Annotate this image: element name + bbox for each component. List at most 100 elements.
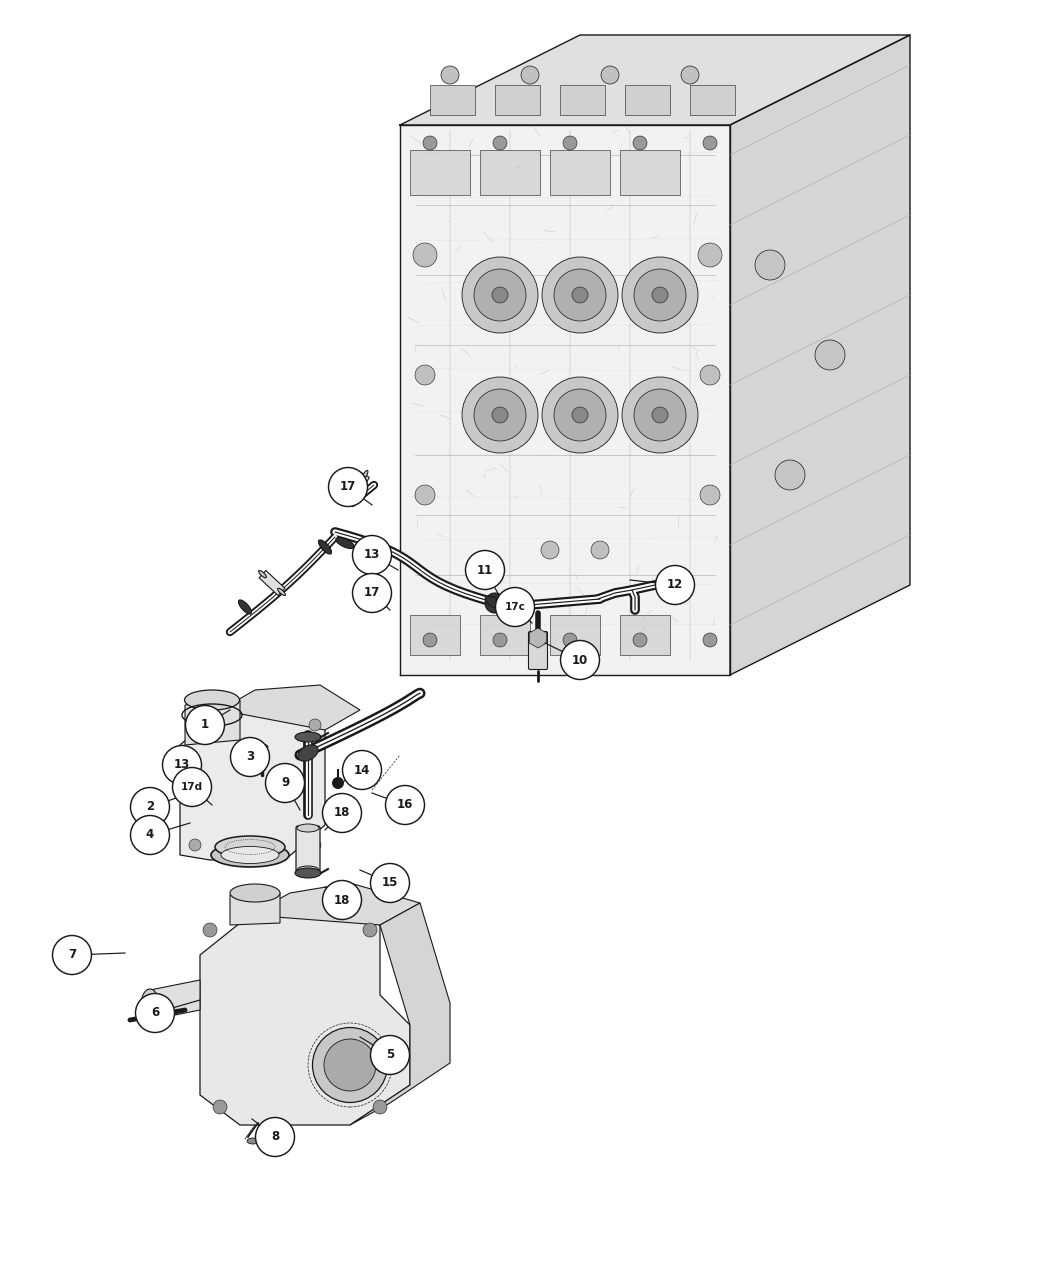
Ellipse shape: [220, 847, 279, 863]
Text: 17: 17: [340, 481, 356, 493]
Text: 2: 2: [146, 801, 154, 813]
Polygon shape: [220, 685, 360, 731]
Polygon shape: [350, 903, 450, 1125]
Bar: [480, 150, 540, 195]
Circle shape: [554, 269, 606, 321]
Circle shape: [474, 269, 526, 321]
Circle shape: [698, 244, 722, 266]
Circle shape: [494, 136, 507, 150]
Bar: [560, 85, 605, 115]
Bar: [690, 85, 735, 115]
Polygon shape: [200, 905, 410, 1125]
Circle shape: [322, 881, 361, 919]
Ellipse shape: [185, 690, 239, 710]
Text: 15: 15: [382, 876, 398, 890]
Circle shape: [485, 593, 505, 613]
Text: 1: 1: [201, 719, 209, 732]
Bar: [495, 85, 540, 115]
Circle shape: [494, 632, 507, 646]
Circle shape: [172, 768, 211, 807]
Ellipse shape: [298, 745, 318, 761]
Text: 16: 16: [397, 798, 414, 811]
Circle shape: [496, 588, 534, 626]
Text: 13: 13: [364, 548, 380, 561]
Circle shape: [371, 863, 410, 903]
Circle shape: [652, 287, 668, 303]
Circle shape: [353, 574, 392, 612]
Circle shape: [634, 269, 686, 321]
Bar: [625, 85, 670, 115]
Bar: [550, 615, 600, 655]
Polygon shape: [730, 34, 910, 674]
Circle shape: [266, 764, 304, 802]
Text: 14: 14: [354, 764, 371, 776]
Circle shape: [492, 287, 508, 303]
Ellipse shape: [485, 597, 505, 609]
Circle shape: [634, 389, 686, 441]
Ellipse shape: [362, 470, 368, 479]
Circle shape: [775, 460, 805, 490]
Circle shape: [700, 484, 720, 505]
Circle shape: [373, 1100, 387, 1114]
Circle shape: [563, 136, 578, 150]
Text: 13: 13: [174, 759, 190, 771]
Circle shape: [130, 816, 169, 854]
Circle shape: [591, 541, 609, 558]
Circle shape: [492, 407, 508, 423]
Ellipse shape: [349, 495, 354, 504]
FancyBboxPatch shape: [296, 826, 320, 872]
Text: 3: 3: [246, 751, 254, 764]
Text: 12: 12: [667, 579, 684, 592]
Circle shape: [622, 377, 698, 453]
Circle shape: [203, 923, 217, 937]
Text: 4: 4: [146, 829, 154, 842]
Circle shape: [542, 377, 618, 453]
Circle shape: [415, 484, 435, 505]
Circle shape: [52, 936, 91, 974]
Circle shape: [633, 136, 647, 150]
Circle shape: [189, 839, 201, 850]
Circle shape: [163, 746, 202, 784]
Bar: [410, 615, 460, 655]
Polygon shape: [185, 700, 240, 745]
Circle shape: [371, 1035, 410, 1075]
Circle shape: [329, 468, 367, 506]
Circle shape: [462, 377, 538, 453]
Polygon shape: [180, 705, 326, 861]
Polygon shape: [250, 884, 420, 924]
Circle shape: [572, 287, 588, 303]
FancyBboxPatch shape: [528, 631, 547, 669]
Ellipse shape: [318, 539, 332, 555]
Circle shape: [633, 632, 647, 646]
Bar: [430, 85, 475, 115]
Circle shape: [332, 776, 344, 789]
Circle shape: [342, 751, 381, 789]
Circle shape: [755, 250, 785, 280]
Circle shape: [462, 258, 538, 333]
Bar: [480, 615, 530, 655]
Bar: [410, 150, 470, 195]
Ellipse shape: [277, 588, 286, 595]
Ellipse shape: [230, 884, 280, 901]
Circle shape: [309, 719, 321, 731]
Circle shape: [423, 136, 437, 150]
Text: 8: 8: [271, 1131, 279, 1144]
Polygon shape: [346, 472, 370, 501]
Circle shape: [213, 1100, 227, 1114]
Circle shape: [255, 1117, 294, 1156]
Bar: [550, 150, 610, 195]
Circle shape: [441, 66, 459, 84]
Circle shape: [130, 788, 169, 826]
Text: 18: 18: [334, 894, 351, 907]
Circle shape: [474, 389, 526, 441]
Circle shape: [601, 66, 619, 84]
Text: 10: 10: [572, 654, 588, 667]
Circle shape: [465, 551, 504, 589]
Polygon shape: [400, 34, 910, 125]
Ellipse shape: [295, 732, 321, 742]
Circle shape: [681, 66, 699, 84]
Circle shape: [541, 541, 559, 558]
Bar: [620, 150, 680, 195]
Text: 9: 9: [281, 776, 289, 789]
Circle shape: [521, 66, 539, 84]
